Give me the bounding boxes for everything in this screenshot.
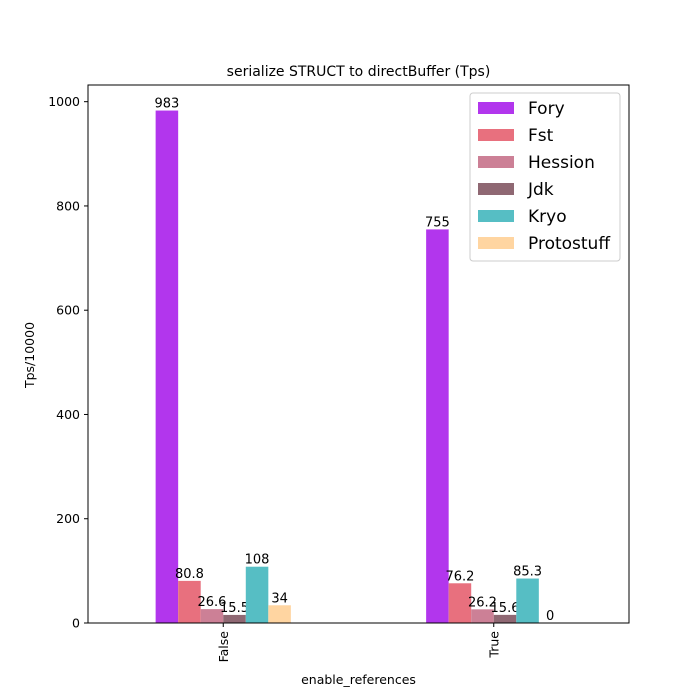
chart-title: serialize STRUCT to directBuffer (Tps) bbox=[227, 64, 491, 80]
x-axis-label: enable_references bbox=[301, 672, 416, 687]
bar-fory-true bbox=[426, 229, 449, 623]
data-label-protostuff-true: 0 bbox=[546, 609, 554, 624]
bar-fst-false bbox=[178, 580, 201, 623]
data-label-hession-false: 26.6 bbox=[198, 595, 227, 610]
data-label-fory-true: 755 bbox=[425, 215, 450, 230]
legend-swatch-protostuff bbox=[478, 237, 514, 249]
legend-swatch-hession bbox=[478, 156, 514, 168]
y-axis-label: Tps/10000 bbox=[22, 322, 37, 389]
bar-kryo-true bbox=[516, 578, 539, 623]
y-tick-label: 1000 bbox=[48, 94, 80, 109]
y-tick-label: 200 bbox=[56, 511, 80, 526]
legend-swatch-fory bbox=[478, 102, 514, 114]
plot-frame bbox=[87, 84, 630, 624]
x-tick-label: True bbox=[486, 631, 501, 659]
y-tick-label: 0 bbox=[72, 616, 80, 631]
legend-label-fst: Fst bbox=[528, 126, 554, 146]
plot-area: 983 755 80.8 76.2 26.6 26.2 15.5 15.6 108 85.3 34 0 bbox=[87, 84, 630, 624]
bar-hession-false bbox=[200, 609, 224, 623]
data-label-jdk-false: 15.5 bbox=[220, 601, 249, 616]
legend-label-fory: Fory bbox=[528, 99, 565, 119]
bar-jdk-false bbox=[223, 614, 246, 623]
x-axis: False True bbox=[216, 623, 501, 663]
bar-jdk-true bbox=[493, 614, 517, 623]
y-tick-label: 600 bbox=[56, 303, 80, 318]
data-label-protostuff-false: 34 bbox=[271, 591, 288, 606]
bar-protostuff-false bbox=[268, 605, 291, 623]
x-tick-label: False bbox=[216, 631, 231, 663]
legend-label-hession: Hession bbox=[528, 153, 595, 173]
data-label-kryo-true: 85.3 bbox=[513, 565, 542, 580]
bar-kryo-false bbox=[245, 566, 269, 623]
legend-label-jdk: Jdk bbox=[527, 180, 554, 200]
data-label-hession-true: 26.2 bbox=[468, 595, 497, 610]
y-tick-label: 800 bbox=[56, 198, 80, 213]
data-label-jdk-true: 15.6 bbox=[491, 601, 520, 616]
data-label-kryo-false: 108 bbox=[245, 553, 270, 568]
data-label-fory-false: 983 bbox=[154, 97, 179, 112]
bar-fst-true bbox=[448, 583, 472, 623]
legend: Fory Fst Hession Jdk Kryo Protostuff bbox=[469, 92, 621, 262]
bar-fory-false bbox=[155, 110, 179, 624]
bar-hession-true bbox=[471, 609, 494, 623]
data-label-fst-false: 80.8 bbox=[175, 567, 204, 582]
legend-swatch-fst bbox=[478, 129, 514, 141]
legend-label-kryo: Kryo bbox=[528, 207, 567, 227]
y-axis: 0 200 400 600 800 1000 bbox=[48, 94, 88, 631]
legend-label-protostuff: Protostuff bbox=[528, 234, 611, 254]
legend-swatch-jdk bbox=[478, 183, 514, 195]
y-tick-label: 400 bbox=[56, 407, 80, 422]
data-label-fst-true: 76.2 bbox=[445, 569, 474, 584]
legend-swatch-kryo bbox=[478, 210, 514, 222]
